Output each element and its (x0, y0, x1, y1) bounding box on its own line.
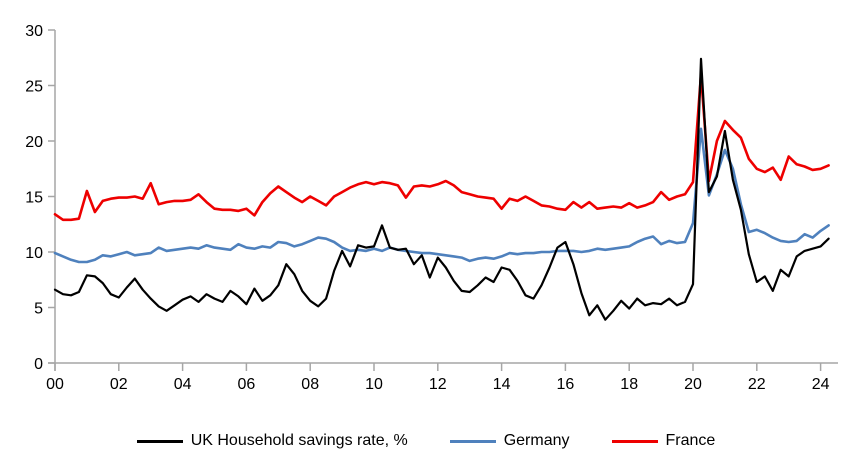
y-tick-label: 20 (25, 134, 43, 151)
germany-series-line (53, 127, 830, 264)
x-tick-label: 00 (46, 376, 64, 393)
x-tick-label: 10 (365, 376, 383, 393)
chart-legend: UK Household savings rate, % Germany Fra… (0, 424, 852, 458)
y-tick-label: 30 (25, 23, 43, 40)
legend-label-uk: UK Household savings rate, % (190, 432, 408, 449)
x-tick-label: 08 (301, 376, 319, 393)
france-series-line (53, 73, 830, 222)
uk-series-line (53, 57, 830, 321)
x-tick-label: 16 (557, 376, 575, 393)
legend-item-france: France (611, 432, 716, 450)
y-tick-label: 25 (25, 79, 43, 96)
france-line-swatch-icon (611, 439, 658, 443)
x-tick-label: 12 (429, 376, 447, 393)
legend-item-germany: Germany (449, 432, 570, 450)
x-tick-label: 04 (174, 376, 192, 393)
x-tick-label: 18 (620, 376, 638, 393)
y-tick-label: 0 (34, 356, 43, 373)
x-tick-label: 14 (493, 376, 511, 393)
legend-label-france: France (665, 432, 716, 449)
germany-line-swatch-icon (449, 439, 496, 443)
savings-rate-chart: 0 5 10 15 20 25 30 00 02 04 06 08 10 12 14 16 18 20 22 24 (25, 23, 838, 393)
y-tick-label: 5 (34, 301, 43, 318)
x-tick-label: 02 (110, 376, 128, 393)
legend-label-germany: Germany (503, 432, 570, 449)
y-tick-label: 10 (25, 245, 43, 262)
uk-line-swatch-icon (136, 439, 183, 443)
x-tick-label: 24 (812, 376, 830, 393)
x-tick-label: 20 (684, 376, 702, 393)
legend-item-uk: UK Household savings rate, % (136, 432, 408, 450)
y-tick-label: 15 (25, 190, 43, 207)
x-tick-label: 22 (748, 376, 766, 393)
x-tick-label: 06 (238, 376, 256, 393)
